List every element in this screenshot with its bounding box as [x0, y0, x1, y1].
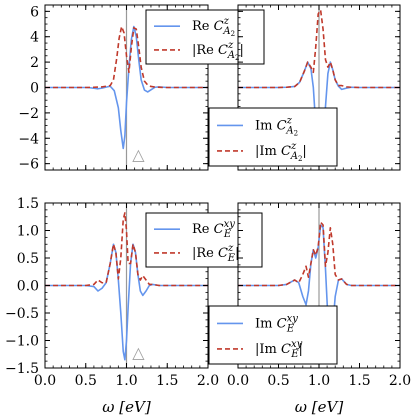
y-tick-label: −4: [18, 131, 39, 147]
x-axis-title: ω [eV]: [102, 398, 151, 416]
legend-label: Im Cz A2: [255, 115, 298, 137]
legend-label: |Im Cxy E|: [255, 339, 303, 360]
y-tick-label: −1.5: [5, 361, 39, 377]
legend-box: [208, 305, 338, 365]
y-tick-label: −6: [18, 157, 39, 173]
legend-label: Im Cxy E: [255, 313, 298, 334]
x-tick-label: 1.0: [115, 373, 137, 389]
x-tick-label: 0.0: [227, 373, 249, 389]
legend-label: |Re Cz A2|: [192, 40, 244, 62]
x-tick-label: 2.0: [389, 373, 411, 389]
legend-box: [145, 9, 265, 65]
x-tick-label: 0.5: [75, 373, 97, 389]
y-tick-label: 0: [30, 81, 39, 97]
x-tick-label: 2.0: [197, 373, 219, 389]
x-tick-label: 0.5: [267, 373, 289, 389]
panel-bottom-right: 0.00.51.01.52.0ω [eV]△: [227, 202, 411, 416]
y-tick-label: −2: [18, 106, 39, 122]
legend-bottom-left: Re Cxy E |Re Cz E|: [145, 212, 263, 268]
x-tick-label: 1.0: [308, 373, 330, 389]
y-tick-label: 0.5: [17, 251, 39, 267]
y-tick-label: −1.0: [5, 334, 39, 350]
y-tick-label: 1.5: [17, 196, 39, 212]
series-line-abs: [238, 9, 400, 89]
y-tick-label: 2: [30, 55, 39, 71]
series-line-value: [45, 25, 208, 150]
x-axis-title: ω [eV]: [295, 398, 344, 416]
legend-top-right: Im Cz A2 |Im Cz A2|: [208, 107, 338, 167]
legend-label: |Im Cz A2|: [255, 141, 307, 163]
legend-box: [208, 107, 338, 167]
x-tick-label: 1.5: [156, 373, 178, 389]
panel-bottom-left: 1.51.00.50.0−0.5−1.0−1.50.0 0.5 1.0 1.5 2.0ω…: [5, 196, 219, 416]
x-tick-label: 1.5: [348, 373, 370, 389]
legend-label: |Re Cz E|: [192, 243, 239, 264]
series-line-value: [45, 243, 208, 361]
y-tick-label: 4: [30, 30, 39, 46]
series-line-abs: [238, 221, 400, 287]
delta-annotation: △: [132, 343, 145, 362]
delta-annotation: △: [132, 145, 145, 164]
legend-bottom-right: Im Cxy E |Im Cxy E|: [208, 305, 338, 365]
legend-label: Re Cz A2: [192, 16, 235, 38]
legend-label: Re Cxy E: [192, 219, 235, 240]
series-line-abs: [45, 212, 208, 287]
y-tick-label: 0.0: [17, 279, 39, 295]
legend-top-left: Re Cz A2|Re Cz A2|: [145, 9, 265, 65]
y-tick-label: 1.0: [17, 224, 39, 240]
y-tick-label: 6: [30, 4, 39, 20]
series-line-abs: [45, 25, 208, 89]
x-tick-label: 0.0: [34, 373, 56, 389]
y-tick-label: −0.5: [5, 306, 39, 322]
